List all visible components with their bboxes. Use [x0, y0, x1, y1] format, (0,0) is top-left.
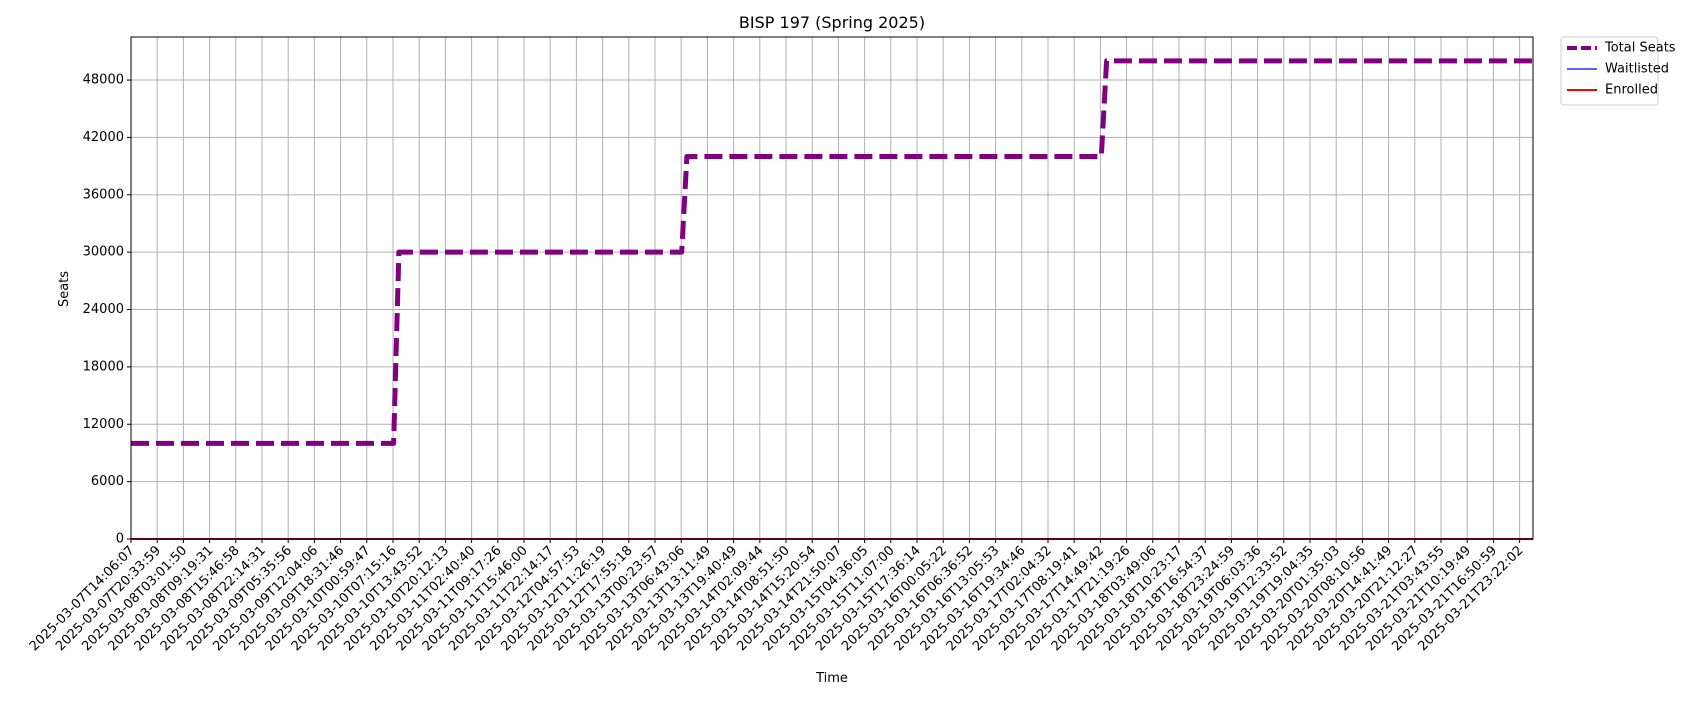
y-tick-label: 6000: [91, 474, 124, 489]
legend-box: [1560, 36, 1659, 106]
y-tick-label: 42000: [83, 130, 124, 145]
y-tick-label: 30000: [83, 245, 124, 260]
plot-frame: [130, 36, 1534, 540]
y-tick-label: 12000: [83, 417, 124, 432]
series-line-total-seats: [131, 58, 1533, 446]
chart-title: BISP 197 (Spring 2025): [739, 13, 925, 32]
y-tick-label: 48000: [83, 73, 124, 88]
y-tick-label: 36000: [83, 187, 124, 202]
y-axis-title: Seats: [57, 271, 72, 307]
legend-label: Total Seats: [1604, 41, 1676, 56]
legend-label: Waitlisted: [1605, 62, 1669, 77]
legend-label: Enrolled: [1605, 83, 1658, 98]
x-axis-title: Time: [815, 671, 848, 686]
y-tick-label: 0: [116, 532, 124, 547]
y-tick-label: 24000: [83, 302, 124, 317]
y-axis: 0 6000 12000 18000 24000 30000 36000 42000 48000: [83, 73, 131, 547]
legend: Total Seats Waitlisted Enrolled: [1560, 36, 1676, 106]
y-tick-label: 18000: [83, 359, 124, 374]
